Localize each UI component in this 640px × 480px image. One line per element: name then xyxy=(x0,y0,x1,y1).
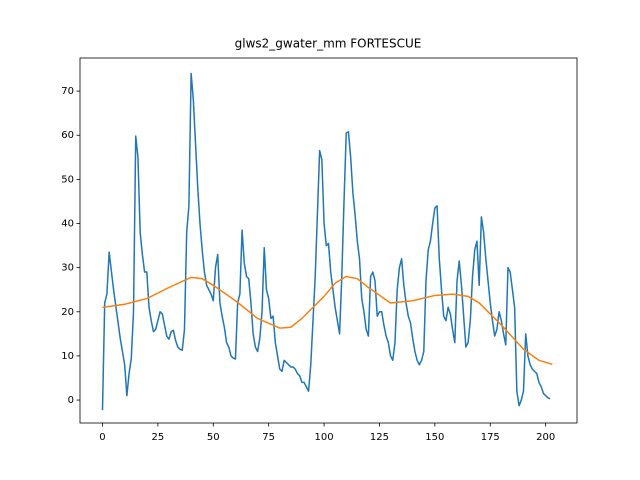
y-tick-label: 30 xyxy=(61,263,74,274)
x-tick-label: 50 xyxy=(207,432,220,443)
y-tick-label: 60 xyxy=(61,130,74,141)
y-tick-label: 50 xyxy=(61,174,74,185)
y-tick-label: 20 xyxy=(61,307,74,318)
x-tick-label: 200 xyxy=(536,432,555,443)
axes-frame xyxy=(79,57,578,424)
x-tick-label: 75 xyxy=(262,432,275,443)
line-series xyxy=(101,72,551,411)
x-tick-label: 100 xyxy=(315,432,334,443)
x-tick-label: 0 xyxy=(99,432,105,443)
y-tick-label: 40 xyxy=(61,219,74,230)
y-tick-label: 70 xyxy=(61,86,74,97)
plot-area xyxy=(101,72,553,411)
y-tick-label: 0 xyxy=(68,395,74,406)
x-tick-label: 125 xyxy=(370,432,389,443)
y-tick-label: 10 xyxy=(61,351,74,362)
x-tick-label: 25 xyxy=(152,432,165,443)
x-tick-label: 175 xyxy=(481,432,500,443)
line-series xyxy=(102,275,553,366)
x-tick-label: 150 xyxy=(425,432,444,443)
chart-title: glws2_gwater_mm FORTESCUE xyxy=(235,37,422,51)
